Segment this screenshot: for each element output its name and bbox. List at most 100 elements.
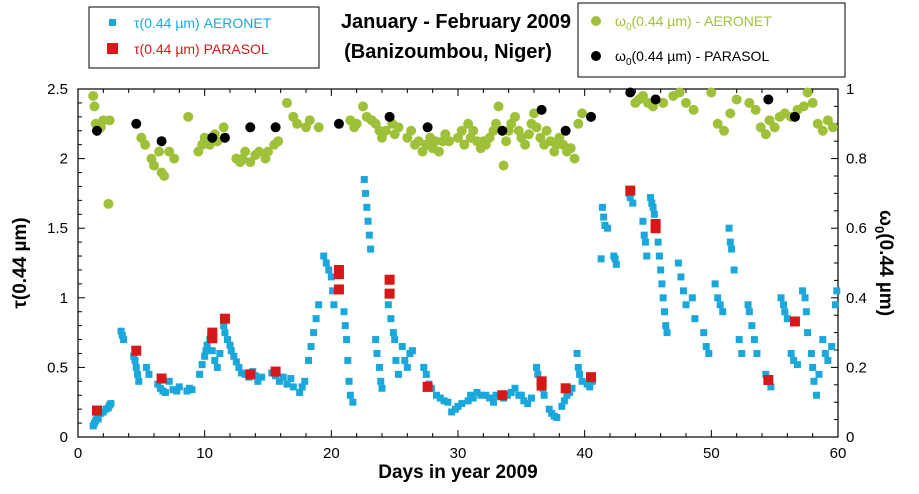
point-0-44-m-aeronet — [520, 397, 528, 405]
point-0-0-44-m-aeronet — [263, 146, 273, 157]
point-0-0-44-m-aeronet — [413, 136, 424, 147]
point-0-44-m-aeronet — [597, 255, 605, 263]
point-0-44-m-aeronet — [586, 383, 594, 391]
point-0-44-m-parasol — [586, 372, 596, 383]
x-tick-label: 20 — [323, 445, 340, 462]
legend-tau: τ(0.44 µm) AERONET τ(0.44 µm) PARASOL — [88, 6, 320, 69]
y2-tick-label: 0 — [846, 429, 854, 446]
point-0-44-m-aeronet — [802, 308, 810, 316]
point-0-44-m-aeronet — [389, 329, 397, 337]
point-0-44-m-aeronet — [828, 343, 836, 351]
point-0-0-44-m-aeronet — [183, 111, 194, 122]
point-0-44-m-aeronet — [654, 238, 662, 246]
point-0-44-m-aeronet — [275, 377, 283, 385]
point-0-44-m-aeronet — [540, 391, 548, 399]
point-0-44-m-aeronet — [641, 238, 649, 246]
point-0-0-44-m-parasol — [219, 132, 230, 143]
point-0-44-m-aeronet — [691, 315, 699, 323]
point-0-44-m-aeronet — [401, 356, 409, 364]
point-0-0-44-m-parasol — [245, 122, 256, 133]
point-0-44-m-aeronet — [343, 336, 351, 344]
point-0-44-m-parasol — [384, 274, 395, 285]
point-0-44-m-aeronet — [251, 372, 259, 380]
point-0-0-44-m-aeronet — [731, 94, 742, 105]
point-0-0-44-m-aeronet — [807, 97, 818, 108]
point-0-44-m-aeronet — [679, 287, 687, 295]
point-0-44-m-parasol — [245, 369, 256, 380]
point-0-0-44-m-aeronet — [159, 171, 170, 181]
point-0-0-44-m-aeronet — [169, 153, 180, 164]
y2-tick-label: 0.4 — [846, 290, 867, 307]
point-0-44-m-aeronet — [175, 383, 183, 391]
point-0-0-44-m-aeronet — [493, 101, 504, 112]
point-0-44-m-aeronet — [458, 400, 466, 408]
point-0-44-m-aeronet — [345, 377, 353, 385]
point-0-44-m-aeronet — [629, 199, 637, 207]
point-0-0-44-m-aeronet — [501, 136, 512, 147]
point-0-44-m-aeronet — [440, 397, 448, 405]
legend-omega: ω0(0.44 µm) - AERONET ω0(0.44 µm) - PARA… — [577, 2, 846, 78]
point-0-44-m-aeronet — [420, 363, 428, 371]
point-0-44-m-aeronet — [142, 363, 150, 371]
legend-omega-parasol-label: ω0(0.44 µm) - PARASOL — [615, 48, 769, 68]
point-0-44-m-aeronet — [810, 377, 818, 385]
plot-points — [88, 87, 841, 430]
point-0-44-m-aeronet — [154, 380, 162, 388]
point-0-44-m-aeronet — [716, 301, 724, 309]
point-0-44-m-aeronet — [762, 370, 770, 378]
point-0-44-m-aeronet — [660, 308, 668, 316]
point-0-44-m-aeronet — [392, 356, 400, 364]
point-0-0-44-m-aeronet — [750, 104, 761, 115]
point-0-0-44-m-aeronet — [282, 97, 292, 108]
point-0-0-44-m-aeronet — [577, 108, 588, 119]
point-0-0-44-m-aeronet — [498, 160, 509, 171]
point-0-44-m-parasol — [536, 376, 547, 387]
point-0-44-m-parasol — [384, 288, 395, 299]
point-0-0-44-m-aeronet — [812, 118, 823, 129]
point-0-44-m-parasol — [156, 373, 167, 384]
point-0-44-m-aeronet — [131, 356, 139, 364]
point-0-44-m-parasol — [207, 327, 218, 338]
point-0-44-m-aeronet — [454, 402, 462, 410]
point-0-0-44-m-parasol — [131, 118, 142, 129]
point-0-44-m-aeronet — [432, 391, 440, 399]
point-0-0-44-m-aeronet — [456, 125, 467, 136]
point-0-0-44-m-aeronet — [744, 97, 755, 108]
point-0-44-m-aeronet — [360, 175, 368, 183]
point-0-44-m-aeronet — [223, 336, 231, 344]
point-0-44-m-aeronet — [196, 370, 204, 378]
point-0-44-m-aeronet — [639, 217, 647, 225]
point-0-0-44-m-aeronet — [822, 115, 833, 126]
point-0-44-m-aeronet — [719, 308, 727, 316]
point-0-44-m-aeronet — [436, 394, 444, 402]
point-0-44-m-aeronet — [821, 349, 829, 357]
point-0-0-44-m-aeronet — [706, 87, 717, 98]
legend-tau-box — [88, 6, 320, 69]
point-0-44-m-aeronet — [767, 383, 775, 391]
point-0-44-m-aeronet — [711, 280, 719, 288]
point-0-0-44-m-parasol — [333, 118, 344, 129]
x-tick-label: 50 — [703, 445, 720, 462]
legend-omega-aeronet-marker — [591, 16, 601, 26]
point-0-44-m-aeronet — [469, 394, 477, 402]
point-0-0-44-m-parasol — [650, 94, 661, 105]
point-0-44-m-aeronet — [801, 294, 809, 302]
point-0-44-m-aeronet — [307, 343, 315, 351]
point-0-0-44-m-aeronet — [459, 139, 470, 150]
point-0-44-m-aeronet — [310, 329, 318, 337]
point-0-44-m-aeronet — [659, 294, 667, 302]
point-0-44-m-aeronet — [744, 301, 752, 309]
point-0-44-m-aeronet — [301, 377, 309, 385]
point-0-44-m-aeronet — [650, 210, 658, 218]
point-0-44-m-aeronet — [807, 349, 815, 357]
point-0-0-44-m-aeronet — [764, 115, 775, 126]
point-0-44-m-aeronet — [517, 391, 525, 399]
point-0-44-m-aeronet — [120, 336, 128, 344]
point-0-44-m-aeronet — [391, 336, 399, 344]
point-0-44-m-aeronet — [237, 369, 245, 377]
point-0-44-m-aeronet — [235, 363, 243, 371]
point-0-44-m-parasol — [560, 383, 571, 394]
y2-tick-label: 0.6 — [846, 220, 867, 237]
point-0-44-m-aeronet — [202, 347, 210, 355]
point-0-0-44-m-aeronet — [569, 153, 580, 164]
